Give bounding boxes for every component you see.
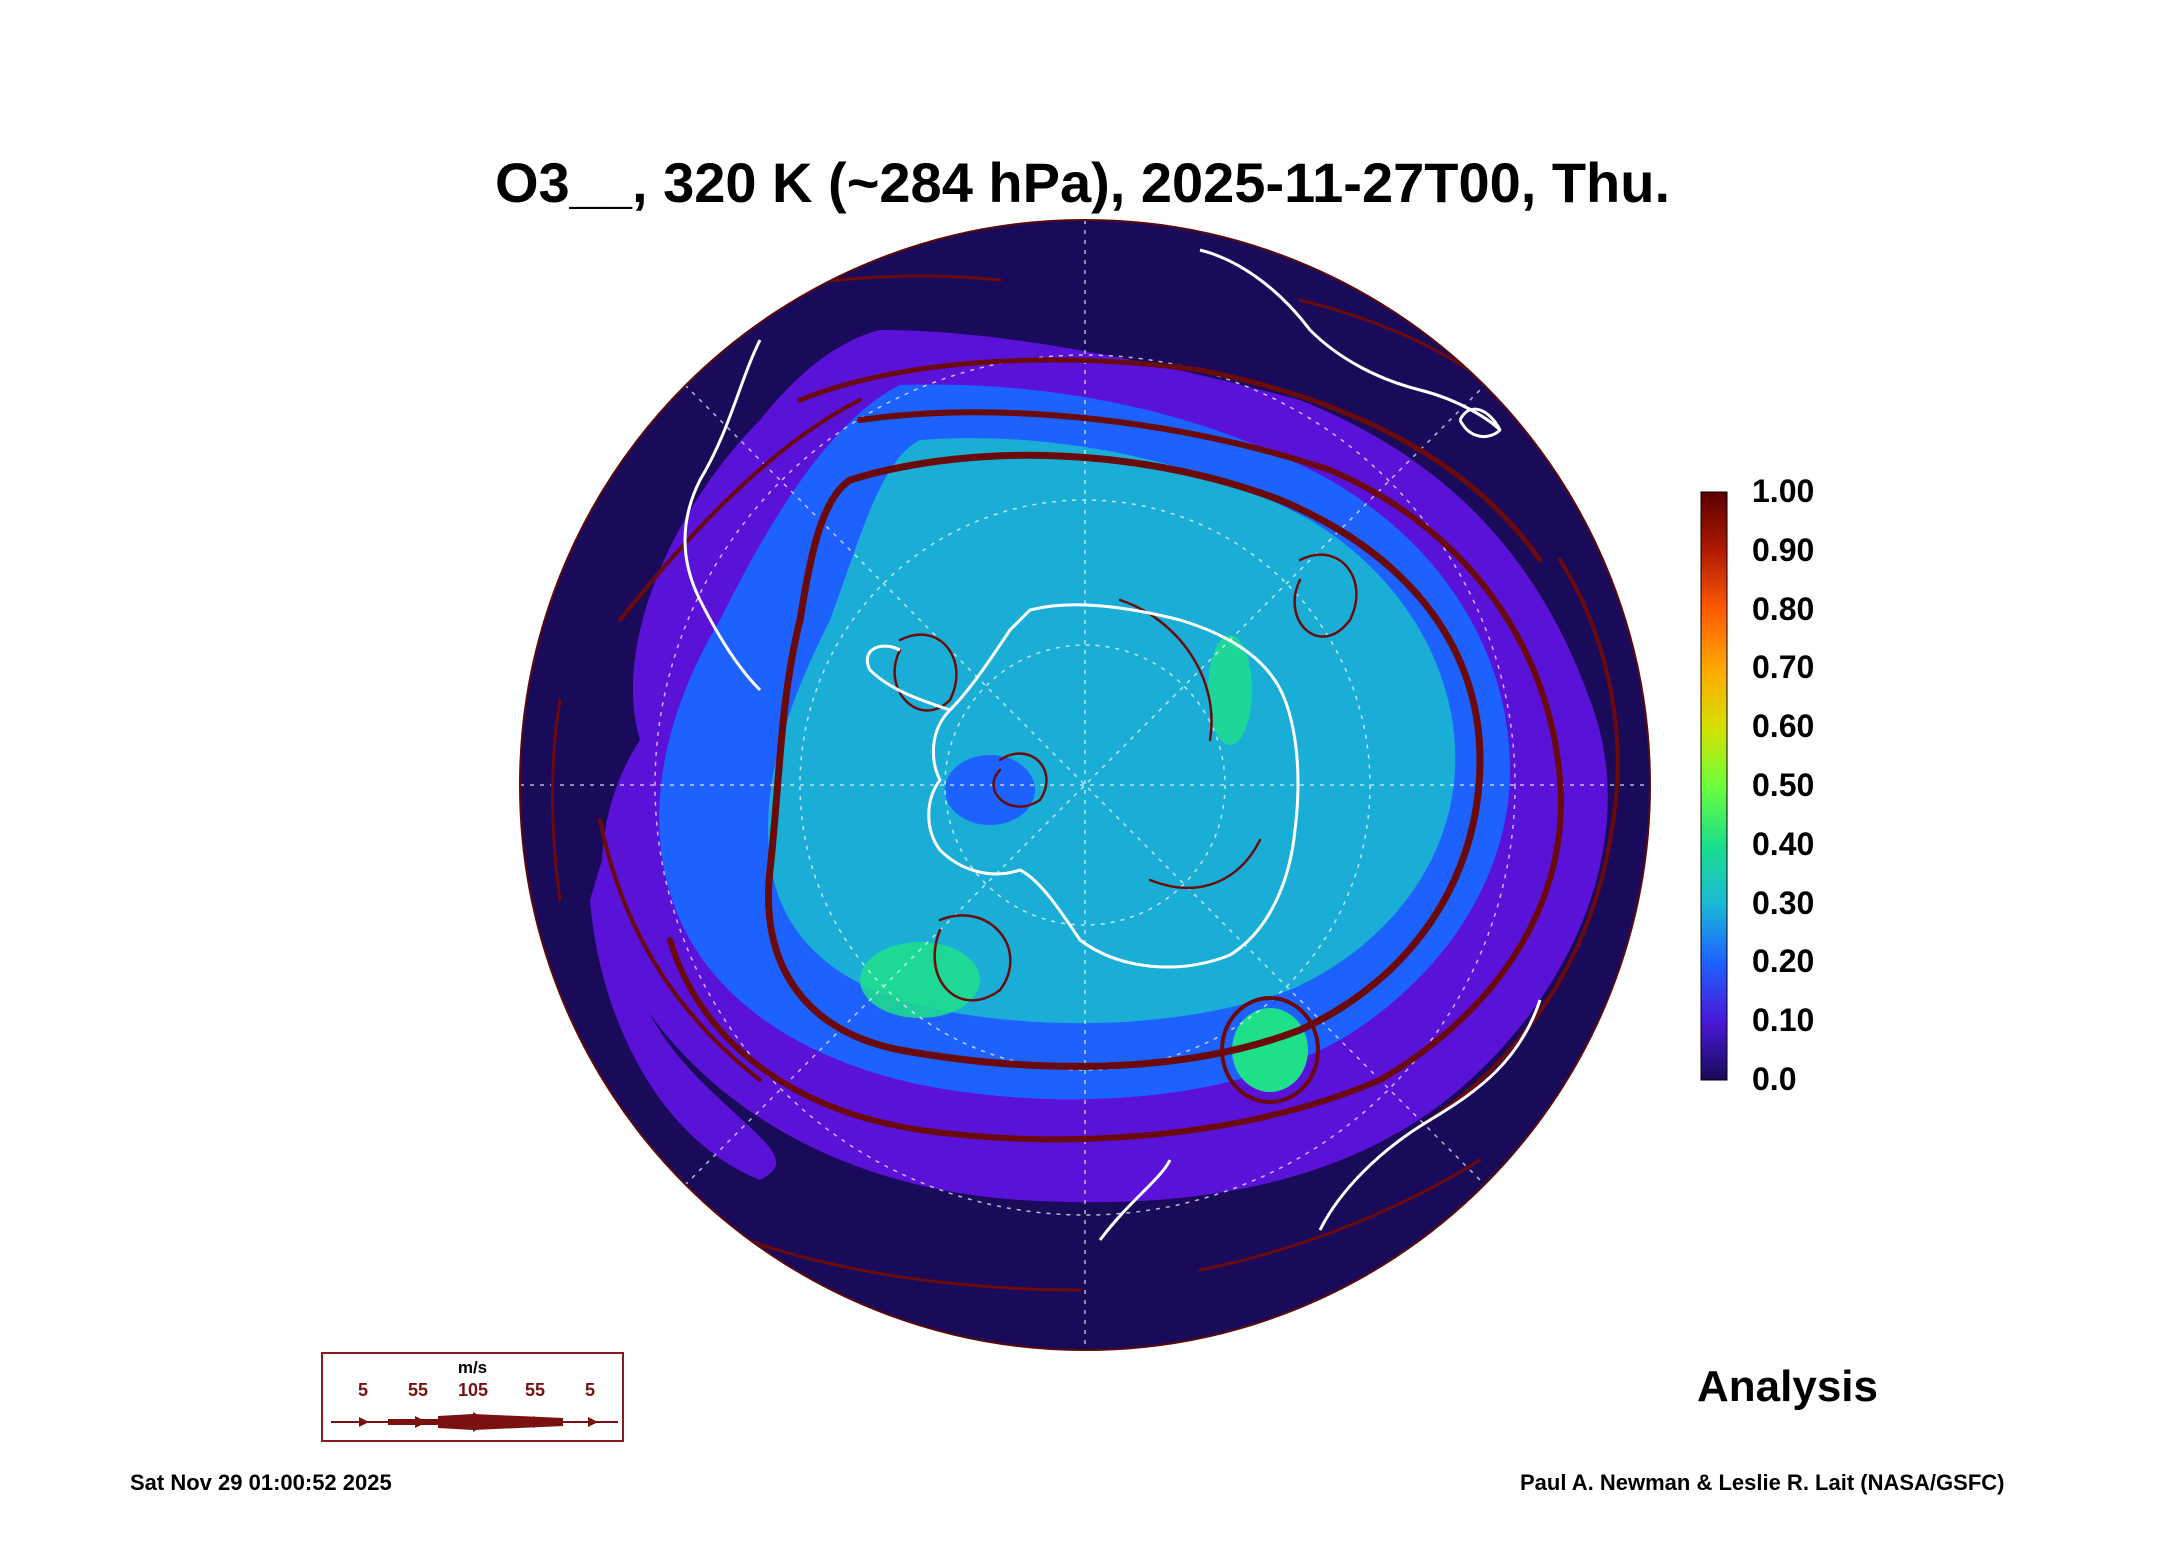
antarctica-coast	[927, 603, 1300, 969]
ozone-core-cyan	[768, 438, 1456, 1024]
wind-key-tick: 55	[524, 1380, 546, 1400]
colorbar-label: 0.50	[1752, 767, 1815, 803]
colorbar-label: 0.60	[1752, 708, 1815, 745]
chart-title: O3__, 320 K (~284 hPa), 2025-11-27T00, T…	[494, 151, 1671, 214]
colorbar-label: 0.30	[1752, 884, 1815, 921]
colorbar-label: 0.70	[1752, 649, 1815, 686]
colorbar-label: 0.40	[1752, 825, 1815, 862]
streamlines	[551, 274, 1620, 1292]
colorbar	[1700, 491, 1728, 1081]
colorbar-label: 1.00	[1752, 473, 1815, 509]
antarctic-peninsula-coast	[865, 644, 951, 712]
footer-credit: Paul A. Newman & Leslie R. Lait (NASA/GS…	[1520, 1470, 2005, 1495]
lat-lon-grid	[520, 220, 1650, 1350]
wind-key-tick: 5	[357, 1380, 369, 1400]
analysis-label: Analysis	[1697, 1362, 1878, 1411]
map-border	[519, 219, 1651, 1351]
footer-timestamp: Sat Nov 29 01:00:52 2025	[130, 1470, 392, 1495]
south-america-coast	[683, 339, 762, 692]
coastlines	[683, 248, 1542, 1241]
wind-speed-key: m/s 5 55 105 55 5	[321, 1352, 624, 1442]
ozone-patch-green-se	[1232, 1008, 1308, 1092]
wind-key-tick: 105	[457, 1380, 489, 1400]
colorbar-label: 0.0	[1752, 1061, 1797, 1097]
map-disk	[520, 220, 1650, 1350]
australia-coast	[1318, 999, 1542, 1231]
colorbar-label: 0.90	[1752, 531, 1815, 568]
colorbar-label: 0.80	[1752, 590, 1815, 627]
colorbar-label: 0.10	[1752, 1002, 1815, 1039]
wind-key-tick: 5	[584, 1380, 596, 1400]
ozone-patch-green-e	[1208, 635, 1252, 745]
wind-key-bar	[331, 1412, 618, 1432]
madagascar-coast	[1458, 407, 1502, 439]
wind-key-tick: 55	[407, 1380, 429, 1400]
ozone-patch-blue-core	[945, 755, 1035, 825]
wind-key-unit: m/s	[457, 1358, 488, 1377]
colorbar-label: 0.20	[1752, 943, 1815, 980]
new-zealand-coast	[1098, 1159, 1172, 1241]
ozone-band-purple-west	[590, 800, 777, 1180]
ozone-patch-green-sw	[860, 942, 980, 1018]
africa-coast	[1199, 248, 1502, 432]
